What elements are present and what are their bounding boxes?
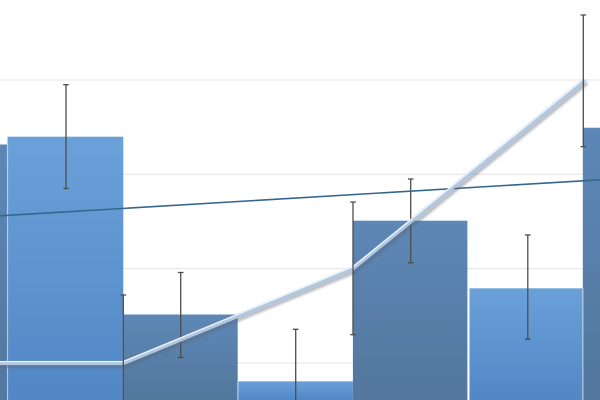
linear-trendline[interactable]: [0, 179, 600, 217]
err-col-light-c1[interactable]: [63, 84, 69, 190]
err-col-light-c3[interactable]: [525, 234, 531, 340]
err-col-light-c2[interactable]: [292, 328, 299, 400]
line-series-highlight: [0, 79, 584, 363]
line-series[interactable]: [0, 78, 586, 366]
err-line-c3[interactable]: [580, 14, 587, 148]
col-dark-c0[interactable]: [0, 144, 8, 400]
col-dark-c3[interactable]: [582, 127, 600, 400]
err-line-c1[interactable]: [120, 294, 127, 400]
line-series-shadow: [0, 81, 588, 369]
err-line-c2[interactable]: [350, 201, 356, 336]
col-light-c3[interactable]: [469, 288, 583, 400]
